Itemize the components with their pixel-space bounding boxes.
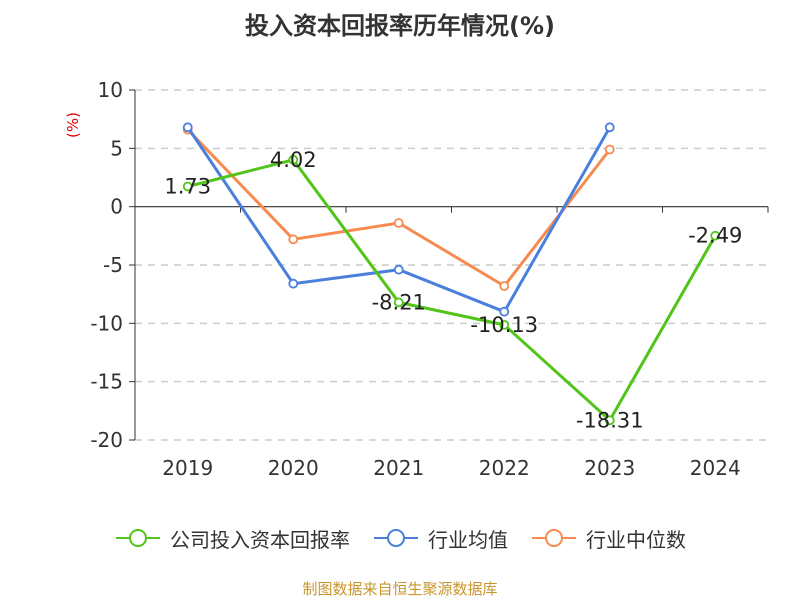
data-point [393,297,404,308]
series-lines [182,122,721,426]
x-tick-label: 2020 [268,456,319,480]
y-tick-label: -5 [103,253,123,277]
data-point [393,218,404,228]
legend: 公司投入资本回报率 行业均值 行业中位数 [0,522,800,554]
y-axis-unit: (%) [64,112,82,138]
x-tick-label: 2023 [584,456,635,480]
legend-item-industry-median[interactable]: 行业中位数 [530,524,686,553]
data-label: -10.13 [470,313,538,337]
data-point [182,122,193,133]
y-tick-label: 10 [98,78,123,102]
legend-item-industry-mean[interactable]: 行业均值 [372,524,508,553]
x-tick-label: 2022 [479,456,530,480]
x-tick-label: 2021 [373,456,424,480]
data-label: 1.73 [164,174,211,198]
data-point [499,306,510,317]
gridlines [135,89,768,441]
data-label: -2.49 [688,224,742,248]
series-line-0 [187,158,717,422]
legend-label-industry-median: 行业中位数 [586,527,686,552]
axes: 10 5 0 -5 -10 -15 -20 2019 2020 2021 2022 2023 2024 (… [64,78,769,480]
data-point [499,281,510,291]
y-tick-label: 5 [110,136,123,160]
legend-marker-company [116,529,160,547]
data-label: 4.02 [270,148,317,172]
data-source-note: 制图数据来自恒生聚源数据库 [302,580,498,598]
y-tick-label: -20 [90,428,123,452]
data-point [182,181,193,192]
legend-marker-industry-median [532,529,576,547]
x-tick-label: 2019 [162,456,213,480]
legend-marker-industry-mean [374,529,418,547]
y-tick-label: -10 [90,311,123,335]
data-point [288,154,299,165]
legend-label-company: 公司投入资本回报率 [170,527,350,552]
data-point [499,319,510,330]
data-labels: 1.73 4.02 -8.21 -10.13 -18.31 -2.49 [164,148,742,433]
data-point [604,144,615,155]
y-tick-label: 0 [110,195,123,219]
legend-label-industry-mean: 行业均值 [428,527,508,552]
data-label: -8.21 [372,290,426,314]
y-tick-label: -15 [90,370,123,394]
x-tick-label: 2024 [690,456,741,480]
legend-item-company[interactable]: 公司投入资本回报率 [114,524,350,553]
data-point [604,122,615,133]
data-label: -18.31 [576,408,644,432]
data-point [393,264,404,275]
data-point [288,278,299,289]
data-point [288,234,299,245]
series-line-2 [186,128,611,288]
data-point [604,415,615,426]
data-point [710,230,721,241]
chart-title: 投入资本回报率历年情况(%) [245,12,555,40]
